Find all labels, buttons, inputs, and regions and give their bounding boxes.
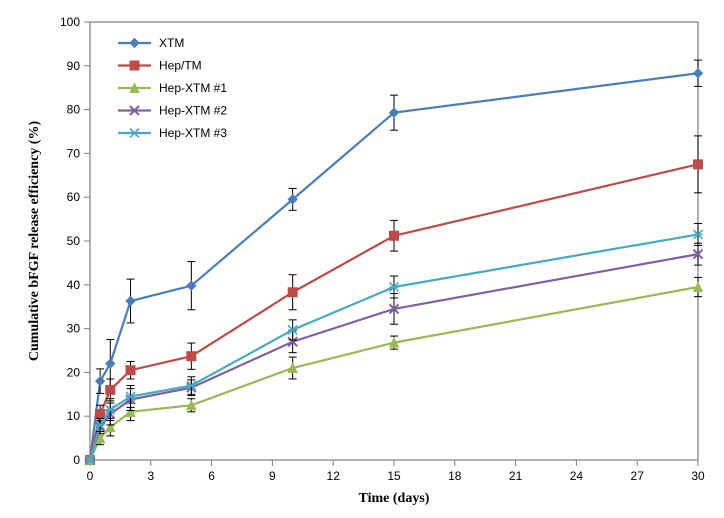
data-point — [390, 231, 399, 240]
x-tick-label: 21 — [509, 469, 523, 483]
legend-item: Hep/TM — [118, 59, 202, 73]
y-tick-label: 30 — [67, 322, 81, 336]
legend-label: XTM — [159, 36, 184, 50]
x-tick-label: 24 — [570, 469, 584, 483]
y-tick-label: 90 — [67, 59, 81, 73]
data-point — [694, 160, 703, 169]
x-tick-label: 9 — [269, 469, 276, 483]
legend-label: Hep-XTM #1 — [159, 81, 227, 95]
x-tick-label: 3 — [147, 469, 154, 483]
y-tick-label: 50 — [67, 234, 81, 248]
legend-label: Hep-XTM #3 — [159, 126, 227, 140]
data-point — [106, 385, 115, 394]
x-tick-label: 12 — [327, 469, 341, 483]
x-tick-label: 15 — [387, 469, 401, 483]
data-point — [126, 366, 135, 375]
x-tick-label: 18 — [448, 469, 462, 483]
y-tick-label: 70 — [67, 146, 81, 160]
x-tick-label: 0 — [87, 469, 94, 483]
legend-swatch-marker — [130, 61, 139, 70]
legend-label: Hep-XTM #2 — [159, 104, 227, 118]
data-point — [96, 410, 105, 419]
y-tick-label: 60 — [67, 190, 81, 204]
legend-label: Hep/TM — [159, 59, 202, 73]
chart-background — [0, 0, 724, 518]
y-axis-label: Cumulative bFGF release efficiency (%) — [27, 121, 42, 362]
data-point — [288, 288, 297, 297]
data-point — [187, 352, 196, 361]
legend-item: Hep-XTM #1 — [118, 81, 227, 95]
y-tick-label: 10 — [67, 409, 81, 423]
y-tick-label: 100 — [60, 15, 80, 29]
y-tick-label: 80 — [67, 103, 81, 117]
x-tick-label: 27 — [631, 469, 645, 483]
x-tick-label: 30 — [691, 469, 705, 483]
y-tick-label: 40 — [67, 278, 81, 292]
y-tick-label: 0 — [73, 453, 80, 467]
x-tick-label: 6 — [208, 469, 215, 483]
x-axis-label: Time (days) — [359, 491, 430, 506]
y-tick-label: 20 — [67, 365, 81, 379]
